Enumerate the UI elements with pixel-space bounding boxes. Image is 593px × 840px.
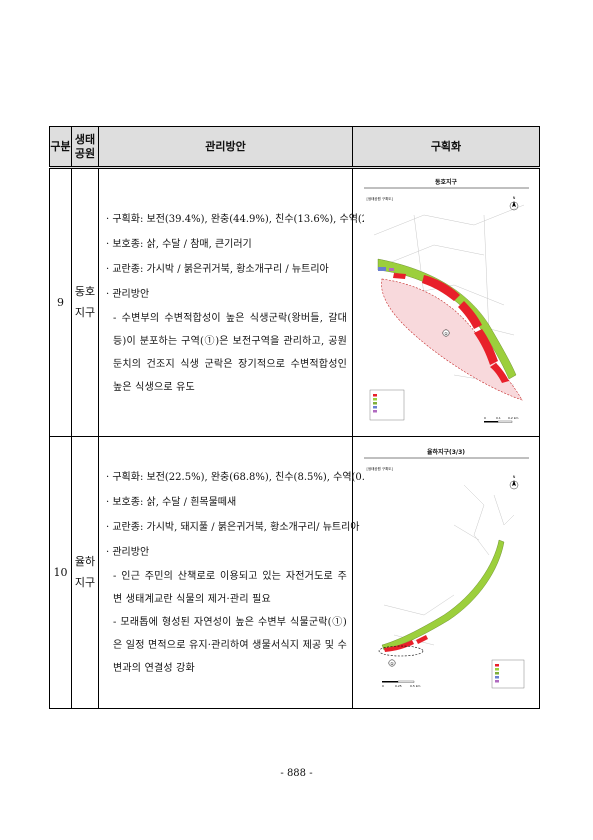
plan-zoning-ratio: · 구획화: 보전(22.5%), 완충(68.8%), 친수(8.5%), 수… xyxy=(106,472,385,483)
park-name-line1: 동호 xyxy=(74,284,96,298)
buffer-zone xyxy=(381,539,504,651)
plan-management-heading: · 관리방안 xyxy=(106,288,150,300)
plan-management-item: - 수변부의 수변적합성이 높은 식생군락(왕버들, 갈대 등)이 분포하는 구… xyxy=(113,312,347,393)
plan-management-item: - 인근 주민의 산책로로 이용되고 있는 자전거도로 주변 생태계교란 식물의… xyxy=(113,571,347,605)
header-zoning: 구획화 xyxy=(352,126,540,168)
header-eco-park: 생태 공원 xyxy=(71,126,99,168)
north-label: N xyxy=(512,196,515,200)
map-title: 율하지구(3/3) xyxy=(426,449,466,456)
map-legend xyxy=(491,659,524,689)
table-row-10: 10 율하 지구 · 구획화: 보전(22.5%), 완충(68.8%), 친수… xyxy=(49,436,540,709)
map-legend xyxy=(369,389,404,421)
zoning-map-yulha: 율하지구(3/3) [생태공원 구획도] xyxy=(363,445,529,700)
park-name: 율하 지구 xyxy=(71,436,99,709)
map-cell: 동호지구 [생태공원 구획도] xyxy=(352,167,540,437)
header-eco-park-line1: 생태 xyxy=(74,132,96,146)
map-drawing: ① N xyxy=(363,457,529,689)
scale-label-1: 0.25 xyxy=(395,684,402,688)
scale-label-0: 0 xyxy=(484,416,486,420)
table-row-9: 9 동호 지구 · 구획화: 보전(39.4%), 완충(44.9%), 친수(… xyxy=(49,167,540,437)
scale-bar: 0 0.25 0.5 km xyxy=(381,680,420,688)
plan-invasive-species: · 교란종: 가시박 / 붉은귀거북, 황소개구리 / 뉴트리아 xyxy=(106,263,329,275)
plan-cell: · 구획화: 보전(39.4%), 완충(44.9%), 친수(13.6%), … xyxy=(98,167,382,437)
park-name-line2: 지구 xyxy=(74,575,96,589)
map-cell: 율하지구(3/3) [생태공원 구획도] xyxy=(352,436,540,709)
north-arrow-icon: N xyxy=(509,475,518,490)
map-title: 동호지구 xyxy=(434,179,458,186)
map-drawing: ① N xyxy=(363,187,529,423)
plan-management-heading: · 관리방안 xyxy=(106,547,150,558)
park-name: 동호 지구 xyxy=(71,167,99,437)
park-name-line1: 율하 xyxy=(74,554,96,568)
park-name-line2: 지구 xyxy=(74,305,96,319)
plan-zoning-ratio: · 구획화: 보전(39.4%), 완충(44.9%), 친수(13.6%), … xyxy=(106,213,382,225)
header-gubun: 구분 xyxy=(49,126,72,168)
plan-invasive-species: · 교란종: 가시박, 돼지풀 / 붉은귀거북, 황소개구리/ 뉴트리아 xyxy=(106,522,360,533)
header-eco-park-line2: 공원 xyxy=(74,146,96,160)
map-subtitle: [생태공원 구획도] xyxy=(366,197,393,201)
zone-boundary xyxy=(380,278,523,401)
header-plan: 관리방안 xyxy=(98,126,353,168)
plan-cell: · 구획화: 보전(22.5%), 완충(68.8%), 친수(8.5%), 수… xyxy=(98,436,385,709)
plan-protected-species: · 보호종: 삵, 수달 / 참매, 큰기러기 xyxy=(106,238,252,250)
management-table: 구분 생태 공원 관리방안 구획화 9 동호 지구 · 구획화: 보전(39.4… xyxy=(49,126,540,709)
page-number: - 888 - xyxy=(280,768,313,779)
north-label: N xyxy=(512,475,515,479)
zone-marker: ① xyxy=(444,331,448,336)
zone-marker: ① xyxy=(390,661,394,666)
zoning-map-donho: 동호지구 [생태공원 구획도] xyxy=(363,175,529,430)
scale-label-1: 0.1 xyxy=(496,416,501,420)
row-number: 9 xyxy=(49,167,72,437)
scale-label-2: 0.2 km xyxy=(508,416,518,420)
scale-label-0: 0 xyxy=(382,684,384,688)
north-arrow-icon: N xyxy=(509,196,518,211)
plan-management-item: - 모래톱에 형성된 자연성이 높은 수변부 식물군락(①)은 일정 면적으로 … xyxy=(113,617,347,674)
scale-bar: 0 0.1 0.2 km xyxy=(483,416,518,423)
map-subtitle: [생태공원 구획도] xyxy=(366,467,393,471)
header-row: 구분 생태 공원 관리방안 구획화 xyxy=(49,126,540,168)
plan-protected-species: · 보호종: 삵, 수달 / 흰목물떼새 xyxy=(106,497,237,508)
conservation-zone xyxy=(421,275,460,301)
row-number: 10 xyxy=(49,436,72,709)
scale-label-2: 0.5 km xyxy=(410,684,420,688)
